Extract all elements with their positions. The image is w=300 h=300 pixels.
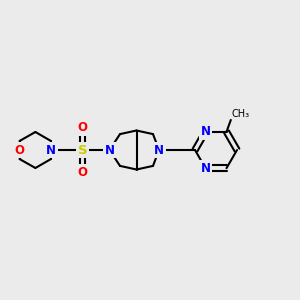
- Text: O: O: [77, 121, 88, 134]
- Text: N: N: [200, 125, 211, 138]
- Text: O: O: [77, 166, 88, 179]
- Text: N: N: [200, 162, 211, 175]
- Text: N: N: [154, 143, 164, 157]
- Text: S: S: [78, 143, 87, 157]
- Text: O: O: [14, 143, 25, 157]
- Text: N: N: [104, 143, 115, 157]
- Text: CH₃: CH₃: [231, 110, 250, 119]
- Text: N: N: [46, 143, 56, 157]
